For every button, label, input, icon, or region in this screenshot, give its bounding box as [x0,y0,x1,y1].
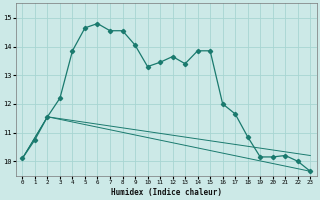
X-axis label: Humidex (Indice chaleur): Humidex (Indice chaleur) [111,188,222,197]
